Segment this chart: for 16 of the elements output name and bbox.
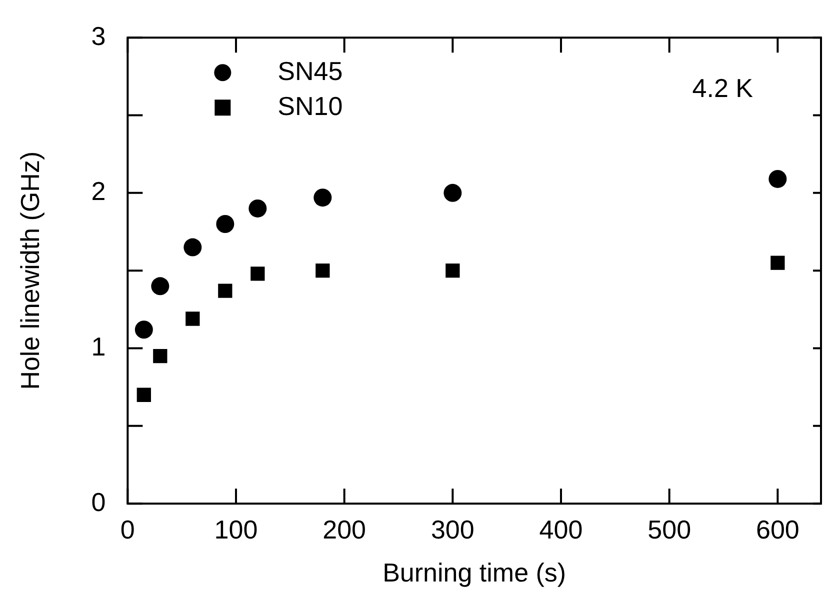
y-tick-label: 0 [91,486,106,517]
x-tick-label: 200 [322,514,366,544]
x-axis-title: Burning time (s) [382,558,566,588]
y-axis-title: Hole linewidth (GHz) [14,151,45,390]
legend-label: SN10 [278,90,343,121]
x-tick-label: 100 [214,514,258,544]
x-tick-label: 0 [120,514,135,544]
y-tick-label: 1 [91,331,106,362]
y-tick-label: 3 [91,20,106,51]
legend-label: SN45 [278,56,343,86]
annotation: 4.2 K [692,72,754,103]
x-tick-label: 600 [756,514,800,544]
x-tick-label: 300 [430,514,474,544]
x-tick-label: 500 [648,514,692,544]
x-tick-label: 400 [539,514,583,544]
y-tick-label: 2 [91,176,106,206]
